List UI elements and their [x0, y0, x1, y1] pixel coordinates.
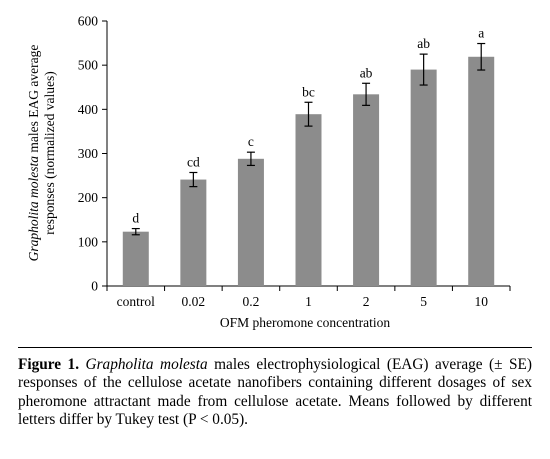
y-tick-label: 600: [78, 14, 99, 29]
y-tick-label: 200: [78, 190, 99, 205]
x-tick-label: 2: [363, 294, 370, 309]
significance-letter: a: [478, 26, 484, 41]
x-tick-label: 0.2: [242, 294, 259, 309]
y-axis-title-species: Grapholita molesta: [26, 156, 41, 262]
y-axis-title-line2: responses (normalized values): [42, 71, 57, 234]
bar-2: [353, 94, 380, 286]
figure-caption: Figure 1. Grapholita molesta males elect…: [18, 356, 532, 430]
caption-divider: [18, 347, 532, 348]
x-tick-label: 1: [305, 294, 312, 309]
bar-10: [468, 56, 495, 287]
y-axis-title: Grapholita molesta males EAG average res…: [26, 45, 57, 262]
y-tick-label: 100: [78, 234, 99, 249]
error-bars: [131, 42, 486, 236]
x-tick-label: 5: [420, 294, 427, 309]
caption-species: Grapholita molesta: [85, 356, 208, 373]
significance-letter: c: [248, 134, 254, 149]
y-axis-title-rest: males EAG average: [26, 45, 41, 156]
y-axis: 0 100 200 300 400 500 600: [78, 14, 108, 294]
bar-1: [295, 114, 322, 286]
significance-letter: d: [132, 211, 139, 226]
bar-chart: 0 100 200 300 400 500 600 d cd c bc ab ab a control 0…: [26, 14, 511, 330]
y-tick-label: 0: [91, 279, 98, 294]
significance-letter: ab: [360, 65, 373, 80]
significance-letters: d cd c bc ab ab a: [132, 26, 484, 226]
bar-5: [410, 69, 437, 286]
y-tick-label: 400: [78, 102, 99, 117]
x-tick-labels: control 0.02 0.2 1 2 5 10: [117, 294, 489, 309]
bar-0.02: [180, 179, 207, 286]
x-axis-title: OFM pheromone concentration: [220, 315, 390, 330]
bars: [122, 56, 495, 287]
x-tick-label: 0.02: [182, 294, 206, 309]
bar-0.2: [237, 158, 264, 286]
caption-text: males electrophysiological (EAG) average…: [18, 356, 532, 429]
significance-letter: ab: [417, 36, 430, 51]
x-tick-label: 10: [474, 294, 488, 309]
x-axis: [106, 285, 511, 291]
significance-letter: bc: [302, 84, 315, 99]
svg-text:Grapholita molesta males EAG a: Grapholita molesta males EAG average: [26, 45, 41, 262]
bar-control: [122, 231, 149, 286]
y-tick-label: 500: [78, 58, 99, 73]
significance-letter: cd: [187, 154, 200, 169]
x-tick-label: control: [117, 294, 155, 309]
y-tick-label: 300: [78, 146, 99, 161]
caption-label: Figure 1.: [18, 356, 80, 373]
